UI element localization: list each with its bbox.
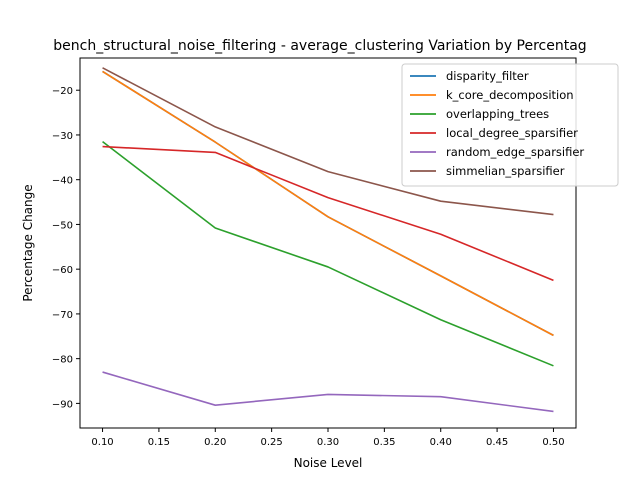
x-tick-label: 0.35 bbox=[373, 437, 395, 448]
chart-title: bench_structural_noise_filtering - avera… bbox=[53, 38, 586, 54]
y-axis: −90 −80 −70 −60 −50 −40 −30 −20 bbox=[52, 86, 80, 410]
y-tick-label: −20 bbox=[52, 86, 73, 97]
x-tick-label: 0.25 bbox=[261, 437, 283, 448]
series-line-overlapping_trees bbox=[102, 141, 554, 367]
y-axis-label: Percentage Change bbox=[21, 184, 35, 301]
series-layer bbox=[102, 67, 554, 413]
y-tick-label: −30 bbox=[52, 131, 73, 142]
legend-label: simmelian_sparsifier bbox=[446, 164, 565, 178]
series-line-local_degree_sparsifier bbox=[102, 145, 554, 282]
series-line-random_edge_sparsifier bbox=[102, 371, 554, 413]
x-tick-label: 0.50 bbox=[542, 437, 564, 448]
legend: disparity_filter k_core_decompositionover… bbox=[401, 63, 619, 187]
series-line-k_core_decomposition bbox=[102, 70, 554, 337]
legend-label: local_degree_sparsifier bbox=[446, 126, 578, 140]
legend-label: disparity_filter bbox=[446, 69, 529, 83]
series-line-simmelian_sparsifier bbox=[102, 67, 554, 216]
legend-label: k_core_decomposition bbox=[446, 88, 574, 102]
y-tick-label: −60 bbox=[52, 265, 73, 276]
x-tick-label: 0.40 bbox=[430, 437, 452, 448]
x-tick-label: 0.15 bbox=[148, 437, 170, 448]
x-axis-label: Noise Level bbox=[294, 456, 363, 470]
legend-box bbox=[401, 63, 619, 187]
x-axis: 0.10 0.15 0.20 0.25 0.30 0.35 0.40 0.45 0.50 bbox=[91, 428, 565, 448]
y-tick-label: −50 bbox=[52, 220, 73, 231]
y-tick-label: −40 bbox=[52, 176, 73, 187]
legend-label: overlapping_trees bbox=[446, 107, 549, 121]
x-tick-label: 0.45 bbox=[486, 437, 508, 448]
x-tick-label: 0.30 bbox=[317, 437, 339, 448]
y-tick-label: −70 bbox=[52, 310, 73, 321]
y-tick-label: −90 bbox=[52, 399, 73, 410]
x-tick-label: 0.10 bbox=[91, 437, 113, 448]
y-tick-label: −80 bbox=[52, 355, 73, 366]
x-tick-label: 0.20 bbox=[204, 437, 226, 448]
legend-label: random_edge_sparsifier bbox=[446, 145, 584, 159]
